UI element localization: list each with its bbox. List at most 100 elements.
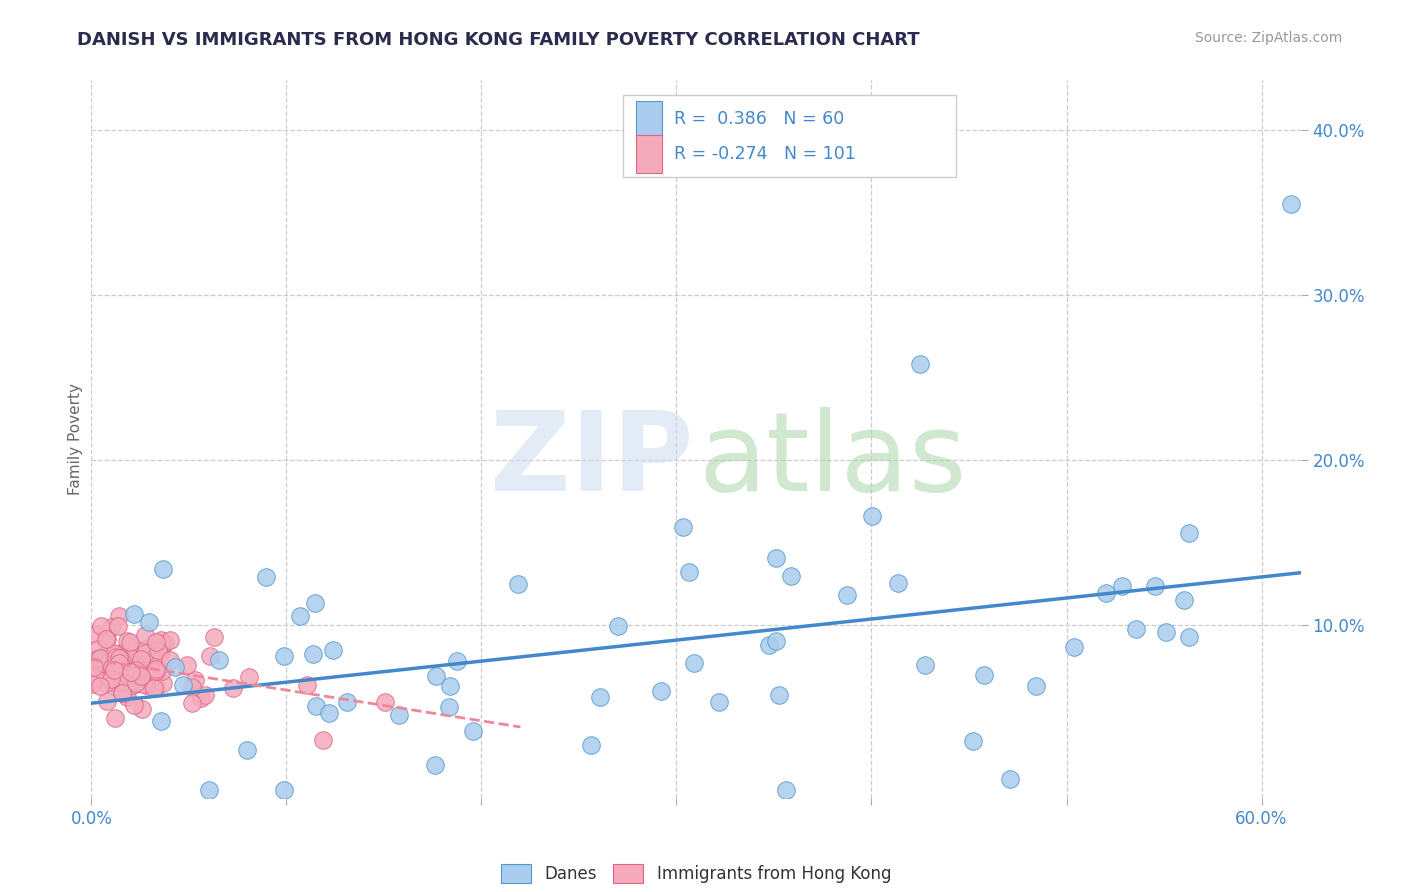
- Point: [110, 646, 132, 660]
- Point: [104, 649, 127, 664]
- Point: [1279, 197, 1302, 211]
- Point: [1025, 679, 1047, 693]
- Point: [129, 652, 152, 666]
- Point: [111, 686, 134, 700]
- Point: [101, 659, 124, 673]
- Y-axis label: Family Poverty: Family Poverty: [67, 384, 83, 495]
- Point: [304, 596, 326, 610]
- Point: [461, 723, 484, 738]
- Point: [132, 655, 155, 669]
- Point: [1111, 579, 1133, 593]
- Point: [120, 635, 142, 649]
- Point: [254, 570, 277, 584]
- Point: [589, 690, 612, 705]
- Text: DANISH VS IMMIGRANTS FROM HONG KONG FAMILY POVERTY CORRELATION CHART: DANISH VS IMMIGRANTS FROM HONG KONG FAMI…: [77, 31, 920, 49]
- Point: [683, 656, 706, 670]
- Point: [103, 646, 125, 660]
- Point: [134, 646, 156, 660]
- Point: [104, 711, 127, 725]
- Point: [89, 679, 111, 693]
- Point: [145, 635, 167, 649]
- Point: [87, 642, 110, 657]
- Point: [145, 662, 167, 676]
- Point: [190, 690, 212, 705]
- Point: [181, 696, 204, 710]
- Point: [273, 648, 295, 663]
- Point: [202, 630, 225, 644]
- Point: [150, 664, 173, 678]
- Bar: [636, 136, 662, 173]
- Point: [707, 695, 730, 709]
- Point: [198, 648, 221, 663]
- Point: [446, 654, 468, 668]
- Point: [165, 659, 187, 673]
- Point: [374, 695, 396, 709]
- Point: [101, 668, 124, 682]
- Point: [153, 635, 176, 649]
- Point: [1154, 625, 1177, 640]
- Point: [111, 674, 134, 689]
- Point: [837, 588, 859, 602]
- Point: [198, 783, 221, 797]
- Point: [103, 664, 125, 678]
- Point: [145, 664, 167, 678]
- Point: [86, 652, 108, 666]
- Point: [172, 678, 194, 692]
- Point: [131, 701, 153, 715]
- Point: [143, 660, 166, 674]
- Point: [159, 632, 181, 647]
- Point: [135, 678, 157, 692]
- Point: [94, 675, 117, 690]
- Point: [775, 783, 797, 797]
- Point: [159, 653, 181, 667]
- Point: [208, 653, 231, 667]
- Point: [108, 608, 131, 623]
- Point: [104, 647, 127, 661]
- Point: [96, 632, 118, 647]
- Point: [962, 733, 984, 747]
- Point: [1173, 592, 1195, 607]
- Point: [84, 671, 107, 685]
- Point: [120, 665, 142, 679]
- Point: [135, 641, 157, 656]
- Point: [765, 634, 787, 648]
- Text: R =  0.386   N = 60: R = 0.386 N = 60: [675, 111, 845, 128]
- Point: [101, 657, 124, 672]
- Point: [108, 657, 131, 671]
- Point: [96, 632, 118, 646]
- Point: [973, 668, 995, 682]
- Point: [122, 607, 145, 621]
- Point: [121, 673, 143, 687]
- Point: [336, 695, 359, 709]
- Legend: Danes, Immigrants from Hong Kong: Danes, Immigrants from Hong Kong: [494, 857, 898, 889]
- Point: [145, 680, 167, 694]
- Point: [508, 576, 530, 591]
- Point: [423, 758, 446, 772]
- Point: [87, 652, 110, 666]
- Point: [1177, 631, 1199, 645]
- Point: [86, 654, 108, 668]
- Point: [101, 659, 124, 673]
- Text: Source: ZipAtlas.com: Source: ZipAtlas.com: [1195, 31, 1343, 45]
- Point: [295, 678, 318, 692]
- Text: ZIP: ZIP: [491, 408, 693, 515]
- Point: [312, 733, 335, 747]
- Point: [758, 638, 780, 652]
- Point: [273, 783, 295, 797]
- Point: [91, 653, 114, 667]
- Point: [128, 657, 150, 671]
- Point: [111, 666, 134, 681]
- Point: [765, 550, 787, 565]
- Point: [1125, 623, 1147, 637]
- Point: [98, 646, 121, 660]
- Point: [425, 669, 447, 683]
- Point: [118, 639, 141, 653]
- Point: [100, 656, 122, 670]
- Point: [107, 675, 129, 690]
- Point: [152, 675, 174, 690]
- Point: [115, 690, 138, 704]
- Point: [322, 643, 344, 657]
- Point: [1063, 640, 1085, 654]
- Point: [238, 670, 260, 684]
- Point: [678, 565, 700, 579]
